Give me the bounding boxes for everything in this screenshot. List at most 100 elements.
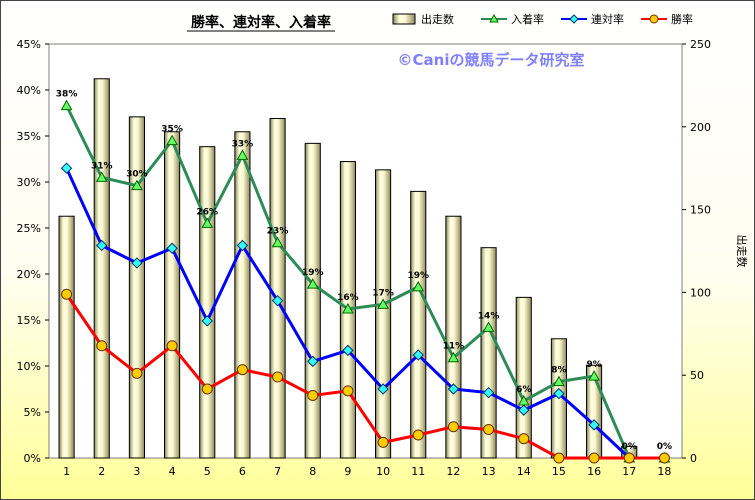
data-label: 0% (657, 442, 672, 452)
bar-starts-11 (410, 190, 427, 459)
x-tick-label: 8 (309, 465, 316, 478)
y-left-tick-label: 25% (17, 222, 41, 235)
diamond-marker (553, 387, 565, 400)
legend-label-line: 連対率 (591, 12, 624, 26)
x-tick-label: 13 (482, 465, 496, 478)
circle-marker (412, 429, 424, 441)
data-label: 17% (372, 288, 394, 298)
bar-starts-12 (445, 215, 462, 459)
data-label: 9% (586, 360, 601, 370)
data-label: 38% (56, 90, 78, 100)
line-diamond-series (65, 167, 665, 460)
circle-marker (658, 452, 670, 464)
circle-marker (588, 452, 600, 464)
circle-marker (307, 389, 319, 401)
legend-bar-swatch (392, 13, 416, 25)
triangle-marker (377, 298, 389, 309)
diamond-marker (60, 162, 73, 174)
triangle-marker (236, 149, 249, 160)
diamond-marker (377, 383, 389, 395)
y-left-tick-label: 10% (17, 360, 41, 373)
triangle-marker (482, 321, 495, 332)
circle-marker (518, 433, 530, 445)
diamond-marker (166, 242, 178, 254)
y-right-tick-label: 200 (690, 121, 711, 134)
chart-title: 勝率、連対率、入着率 (191, 14, 331, 31)
circle-marker (377, 436, 389, 448)
x-tick-label: 3 (133, 465, 140, 478)
data-label-group: 38% 31% 30% 35% 26% 33% 23% 19% 16% 17% 19% 11% 14% 6… (56, 90, 672, 452)
circle-marker (61, 288, 73, 300)
diamond-marker (236, 239, 249, 252)
data-label: 33% (232, 139, 254, 149)
line-triangle-series (65, 104, 665, 460)
x-tick-label: 4 (169, 465, 176, 478)
x-tick-label: 5 (204, 465, 211, 478)
diamond-marker (588, 419, 600, 431)
y-left-tick-label: 40% (17, 84, 41, 97)
data-label: 26% (196, 207, 218, 217)
circle-marker (166, 340, 178, 352)
x-tick-label: 15 (552, 465, 566, 478)
x-tick-label: 9 (344, 465, 351, 478)
circle-marker (342, 385, 354, 397)
data-label: 31% (91, 161, 113, 171)
y-left-tick-label: 20% (17, 268, 41, 281)
data-label: 35% (161, 125, 183, 135)
plot-area (48, 43, 683, 459)
circle-marker (483, 423, 495, 435)
y-right-tick-label: 150 (690, 204, 711, 217)
triangle-marker (447, 351, 460, 363)
triangle-marker (201, 217, 214, 228)
diamond-marker (447, 383, 460, 395)
data-label: 23% (267, 227, 289, 237)
bar-starts-5 (199, 146, 216, 459)
triangle-marker (95, 171, 108, 182)
circle-marker (553, 452, 565, 464)
bar-starts-8 (304, 142, 321, 459)
x-tick-label: 12 (446, 465, 460, 478)
circle-marker (201, 383, 213, 395)
bar-starts-4 (164, 131, 181, 459)
triangle-marker (131, 179, 143, 191)
triangle-marker (60, 99, 73, 111)
x-tick-label: 14 (517, 465, 531, 478)
y-left-tick-label: 35% (17, 130, 41, 143)
bar-starts-10 (375, 169, 392, 459)
y-right-axis-label: 出走数 (735, 235, 749, 268)
x-tick-label: 7 (274, 465, 281, 478)
y-left-tick-label: 30% (17, 176, 41, 189)
data-label: 19% (407, 271, 429, 281)
legend-diamond-marker (569, 14, 579, 24)
triangle-marker (271, 236, 284, 248)
watermark: ©Caniの競馬データ研究室 (398, 51, 585, 69)
legend-label-line: 勝率 (671, 12, 693, 26)
diamond-marker (271, 294, 284, 307)
x-tick-label: 11 (411, 465, 425, 478)
diamond-marker (307, 355, 319, 368)
data-label: 6% (516, 385, 531, 395)
y-left-tick-label: 5% (24, 406, 41, 419)
triangle-marker (553, 375, 565, 387)
circle-marker (131, 367, 143, 379)
y-right-tick-label: 250 (690, 38, 711, 51)
x-tick-label: 18 (657, 465, 671, 478)
circle-marker (272, 371, 284, 383)
circle-marker (96, 340, 108, 352)
triangle-marker (342, 302, 354, 314)
x-tick-label: 10 (376, 465, 390, 478)
legend-triangle-marker (489, 13, 499, 23)
line-circle-series (65, 293, 665, 460)
triangle-marker (166, 134, 178, 146)
triangle-marker (306, 278, 319, 289)
legend-label-line: 入着率 (511, 12, 544, 26)
x-tick-label: 6 (239, 465, 246, 478)
triangle-marker (588, 370, 600, 381)
y-right-tick-label: 50 (690, 369, 704, 382)
marker-group (60, 99, 671, 464)
diamond-marker (412, 349, 424, 361)
data-label: 14% (478, 311, 500, 321)
legend-label-bars: 出走数 (421, 12, 454, 26)
